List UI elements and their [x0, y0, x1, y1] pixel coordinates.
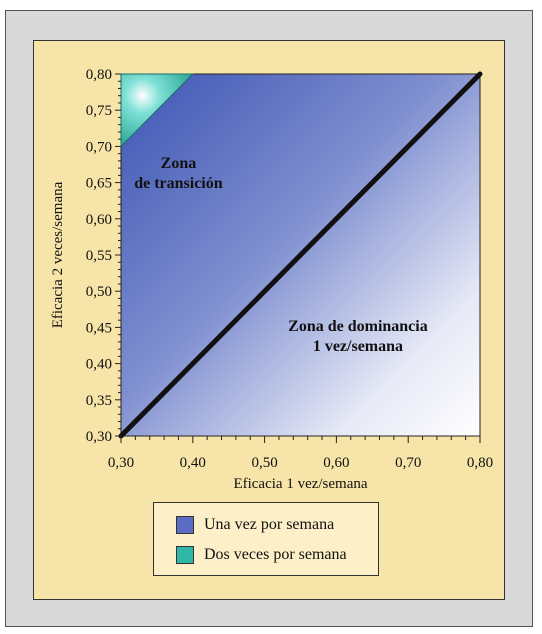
legend-label-una-vez: Una vez por semana	[204, 516, 335, 533]
legend-swatch-dos-veces	[176, 546, 194, 564]
y-tick-label: 0,70	[86, 139, 112, 155]
x-tick-label: 0,60	[323, 455, 349, 471]
x-tick-label: 0,80	[467, 455, 493, 471]
y-tick-label: 0,35	[86, 393, 112, 409]
zone-label-1: Zona de dominancia 1 vez/semana	[288, 318, 428, 355]
x-tick-label: 0,70	[395, 455, 421, 471]
legend-label-dos-veces: Dos veces por semana	[204, 546, 347, 563]
y-axis: 0,30 0,35 0,40 0,45 0,50 0,55 0,60 0,65 0,70 0,75…	[86, 67, 121, 445]
y-axis-title: Eficacia 2 veces/semana	[50, 181, 66, 328]
y-tick-label: 0,60	[86, 212, 112, 228]
x-tick-label: 0,50	[251, 455, 277, 471]
legend: Una vez por semana Dos veces por semana	[153, 502, 379, 576]
legend-item-dos-veces: Dos veces por semana	[176, 545, 347, 565]
x-tick-label: 0,30	[108, 455, 134, 471]
diagonal-line	[118, 71, 483, 439]
zone-labels: Zona de transición Zona de dominancia 1 vez…	[134, 155, 428, 355]
y-tick-label: 0,50	[86, 284, 112, 300]
zone-label-0: Zona de transición	[134, 155, 223, 192]
x-tick-label: 0,40	[180, 455, 206, 471]
y-tick-label: 0,30	[86, 429, 112, 445]
y-tick-label: 0,75	[86, 103, 112, 119]
y-tick-label: 0,65	[86, 176, 112, 192]
y-tick-label: 0,40	[86, 357, 112, 373]
y-tick-label: 0,45	[86, 320, 112, 336]
x-axis-title: Eficacia 1 vez/semana	[233, 476, 367, 492]
legend-item-una-vez: Una vez por semana	[176, 515, 334, 535]
x-axis: 0,30 0,40 0,50 0,60 0,70 0,80	[108, 436, 493, 471]
legend-swatch-una-vez	[176, 516, 194, 534]
y-tick-label: 0,80	[86, 67, 112, 83]
y-tick-label: 0,55	[86, 248, 112, 264]
